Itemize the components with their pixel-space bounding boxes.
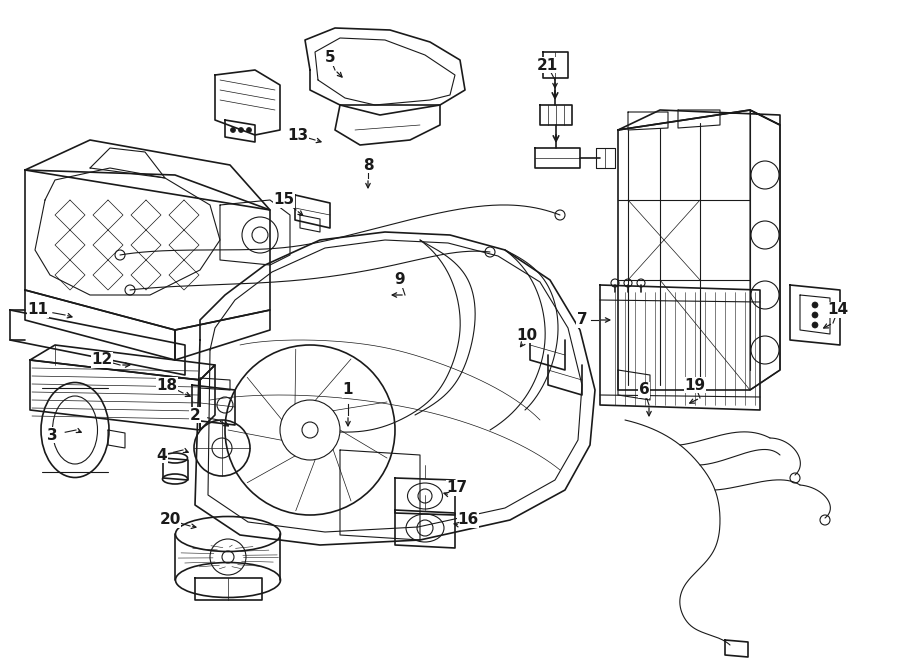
Text: 20: 20 — [159, 512, 181, 527]
Circle shape — [812, 312, 818, 318]
Text: 11: 11 — [28, 303, 49, 317]
Text: 6: 6 — [639, 383, 650, 397]
Text: 2: 2 — [190, 407, 201, 422]
Text: 8: 8 — [363, 157, 374, 173]
Text: 16: 16 — [457, 512, 479, 527]
Circle shape — [247, 128, 251, 132]
Circle shape — [230, 128, 236, 132]
Text: 1: 1 — [343, 383, 353, 397]
Text: 14: 14 — [827, 303, 849, 317]
Text: 21: 21 — [536, 58, 558, 73]
Text: 18: 18 — [157, 377, 177, 393]
Text: 10: 10 — [517, 327, 537, 342]
Text: 4: 4 — [157, 447, 167, 463]
Text: 19: 19 — [684, 377, 706, 393]
Text: 15: 15 — [274, 192, 294, 208]
Text: 13: 13 — [287, 128, 309, 143]
Circle shape — [812, 322, 818, 328]
Text: 17: 17 — [446, 481, 468, 496]
Text: 7: 7 — [577, 313, 588, 327]
Circle shape — [812, 302, 818, 308]
Circle shape — [238, 128, 244, 132]
Text: 12: 12 — [92, 352, 112, 368]
Text: 9: 9 — [395, 272, 405, 288]
Text: 5: 5 — [325, 50, 336, 65]
Text: 3: 3 — [47, 428, 58, 442]
Circle shape — [302, 422, 318, 438]
